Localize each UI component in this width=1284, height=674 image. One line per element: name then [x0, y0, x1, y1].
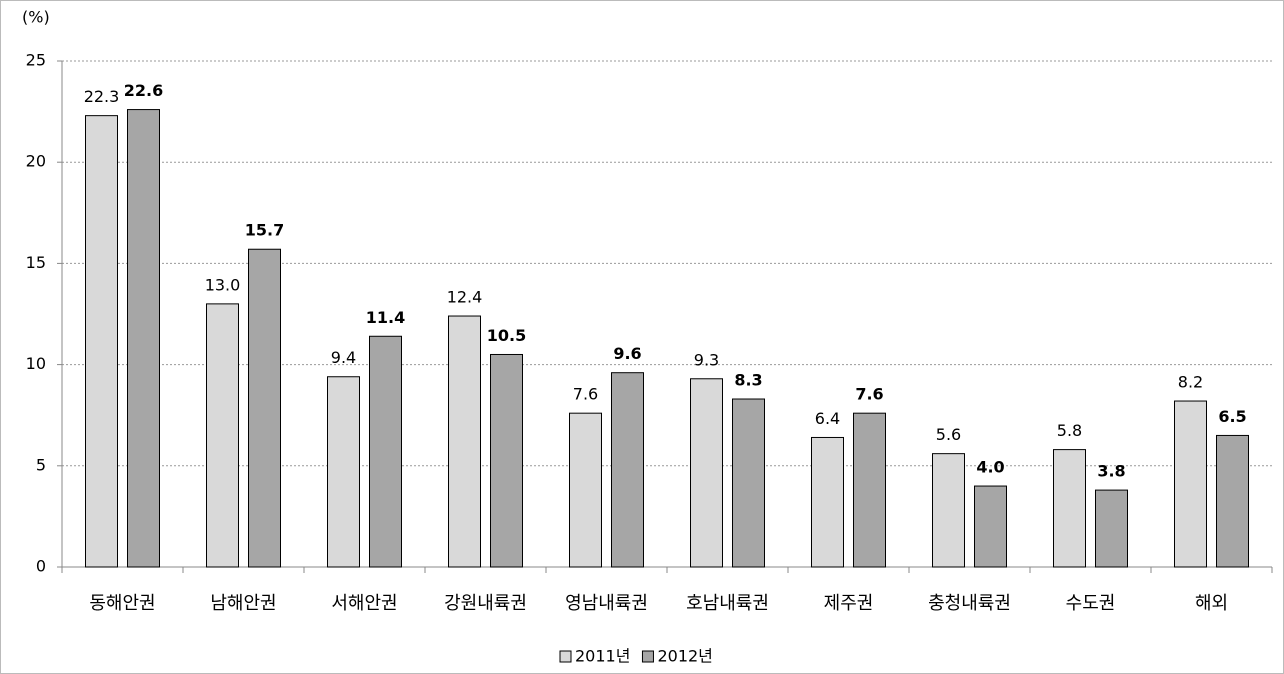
bar — [490, 353, 523, 568]
x-tick-label: 서해안권 — [331, 593, 397, 614]
bar — [569, 412, 602, 568]
value-label: 11.4 — [366, 308, 405, 327]
x-tick-label: 제주권 — [824, 593, 874, 614]
bar — [853, 412, 886, 568]
value-label: 4.0 — [976, 458, 1004, 477]
x-tick-label: 동해안권 — [89, 593, 155, 614]
y-tick-label: 0 — [36, 557, 46, 576]
bar — [611, 372, 644, 568]
bar — [932, 453, 965, 568]
value-label: 22.3 — [84, 87, 120, 106]
bar — [248, 248, 281, 568]
bar — [690, 378, 723, 568]
value-label: 8.2 — [1178, 373, 1203, 392]
value-label: 6.4 — [815, 409, 840, 428]
value-label: 3.8 — [1097, 462, 1125, 481]
y-tick-label: 25 — [26, 51, 46, 70]
value-label: 5.6 — [936, 425, 961, 444]
value-label: 10.5 — [487, 326, 526, 345]
y-axis-label: (%) — [22, 8, 50, 27]
y-tick-label: 15 — [26, 253, 46, 272]
x-tick-label: 남해안권 — [210, 593, 276, 614]
x-tick-label: 영남내륙권 — [565, 593, 648, 614]
value-label: 5.8 — [1057, 421, 1082, 440]
value-label: 9.3 — [694, 350, 719, 369]
bar — [448, 315, 481, 568]
y-tick-label: 10 — [26, 354, 46, 373]
value-label: 9.6 — [613, 344, 641, 363]
bar — [732, 398, 765, 568]
x-tick-label: 충청내륙권 — [928, 593, 1011, 614]
bar — [1095, 489, 1128, 568]
bar — [1216, 434, 1249, 568]
bar — [327, 376, 360, 568]
x-tick-label: 강원내륙권 — [444, 593, 527, 614]
legend-swatch — [641, 650, 654, 663]
bar — [811, 436, 844, 568]
x-tick-label: 호남내륙권 — [686, 593, 769, 614]
y-tick-label: 20 — [26, 152, 46, 171]
bar — [85, 115, 118, 568]
bar — [127, 109, 160, 568]
bar — [206, 303, 239, 568]
bar — [369, 335, 402, 568]
value-label: 9.4 — [331, 348, 356, 367]
value-label: 8.3 — [734, 371, 762, 390]
x-tick-label: 수도권 — [1066, 593, 1116, 614]
value-label: 12.4 — [447, 288, 483, 307]
y-tick-label: 5 — [36, 455, 46, 474]
value-label: 7.6 — [573, 385, 598, 404]
legend-label: 2011년 — [575, 647, 630, 666]
legend-swatch — [559, 650, 572, 663]
bar — [974, 485, 1007, 568]
bar — [1174, 400, 1207, 568]
value-label: 7.6 — [855, 385, 883, 404]
value-label: 22.6 — [124, 81, 163, 100]
bar — [1053, 449, 1086, 568]
value-label: 15.7 — [245, 221, 284, 240]
value-label: 13.0 — [205, 275, 241, 294]
x-tick-label: 해외 — [1195, 593, 1228, 614]
value-label: 6.5 — [1218, 407, 1246, 426]
legend-label: 2012년 — [657, 647, 712, 666]
